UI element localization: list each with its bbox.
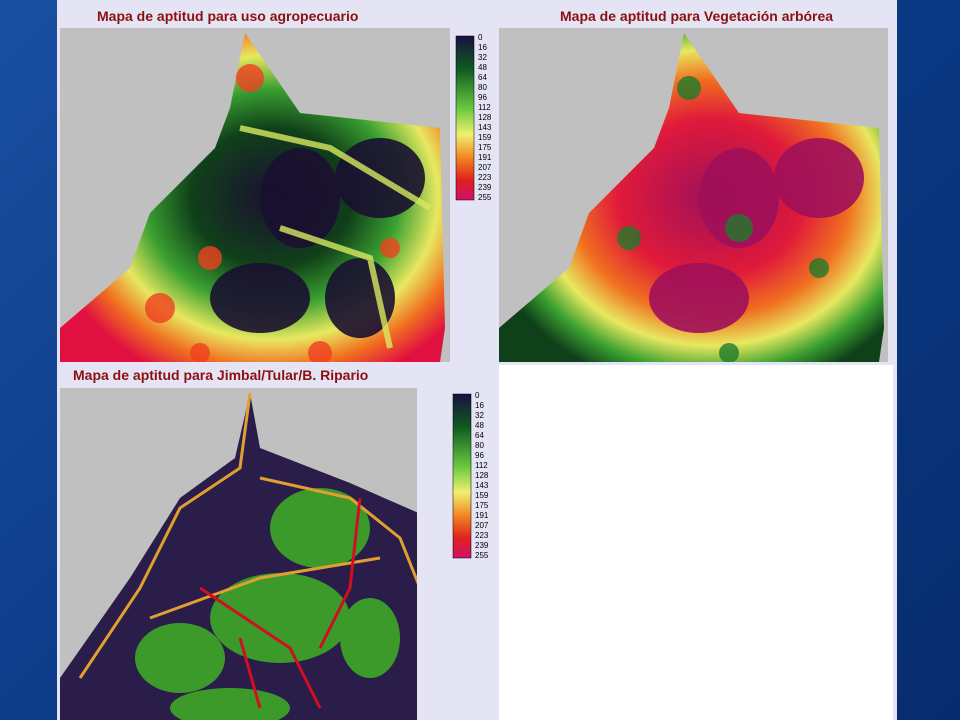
map-title: Mapa de aptitud para Vegetación arbórea bbox=[560, 8, 834, 24]
legend-label: 255 bbox=[475, 551, 489, 560]
legend-label: 112 bbox=[478, 103, 491, 112]
legend-label: 112 bbox=[475, 461, 488, 470]
legend-label: 191 bbox=[475, 511, 489, 520]
legend-label: 80 bbox=[478, 83, 487, 92]
legend-label: 207 bbox=[475, 521, 489, 530]
legend-label: 64 bbox=[475, 431, 484, 440]
legend-label: 239 bbox=[478, 183, 492, 192]
legend-label: 16 bbox=[475, 401, 484, 410]
legend-label: 207 bbox=[478, 163, 492, 172]
legend-label: 32 bbox=[475, 411, 484, 420]
legend-label: 143 bbox=[478, 123, 492, 132]
legend-label: 128 bbox=[478, 113, 492, 122]
legend-label: 239 bbox=[475, 541, 489, 550]
blank-area bbox=[499, 365, 893, 720]
legend: 0163248648096112128143159175191207223239… bbox=[452, 392, 489, 560]
legend-label: 191 bbox=[478, 153, 492, 162]
legend-label: 159 bbox=[475, 491, 489, 500]
legend-label: 48 bbox=[478, 63, 487, 72]
legend-label: 16 bbox=[478, 43, 487, 52]
map-vegetacion bbox=[499, 28, 888, 362]
legend-label: 255 bbox=[478, 193, 492, 202]
map-agropecuario bbox=[60, 28, 450, 362]
map-title: Mapa de aptitud para Jimbal/Tular/B. Rip… bbox=[73, 367, 369, 383]
legend-label: 32 bbox=[478, 53, 487, 62]
legend-label: 223 bbox=[475, 531, 489, 540]
map-title: Mapa de aptitud para uso agropecuario bbox=[97, 8, 359, 24]
legend-label: 48 bbox=[475, 421, 484, 430]
legend-label: 0 bbox=[478, 34, 483, 42]
legend-label: 0 bbox=[475, 392, 480, 400]
legend-label: 80 bbox=[475, 441, 484, 450]
legend-label: 223 bbox=[478, 173, 492, 182]
legend-label: 175 bbox=[478, 143, 492, 152]
map-jimbal bbox=[60, 388, 417, 720]
legend-label: 128 bbox=[475, 471, 489, 480]
legend-label: 143 bbox=[475, 481, 489, 490]
legend-label: 175 bbox=[475, 501, 489, 510]
legend: 0163248648096112128143159175191207223239… bbox=[455, 34, 492, 202]
legend-label: 96 bbox=[478, 93, 487, 102]
legend-label: 96 bbox=[475, 451, 484, 460]
legend-label: 64 bbox=[478, 73, 487, 82]
legend-label: 159 bbox=[478, 133, 492, 142]
